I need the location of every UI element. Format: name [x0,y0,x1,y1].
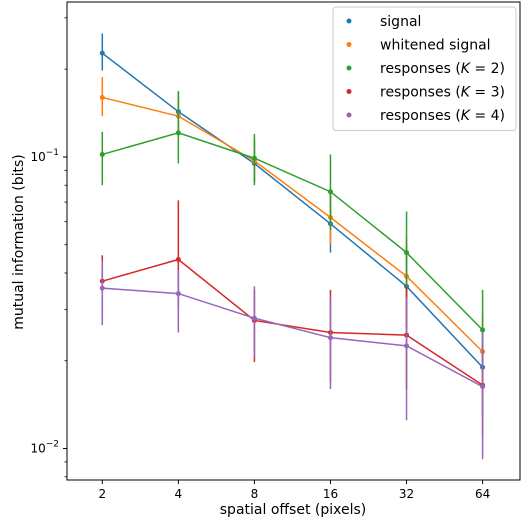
series-line [102,258,484,386]
x-tick-label: 8 [251,487,259,501]
data-point [480,327,486,333]
legend-label-part: responses ( [380,61,461,77]
y-tick-label: 10−2 [30,440,59,456]
legend-label-part: responses ( [380,85,461,101]
data-point [175,130,181,136]
data-point [327,189,333,195]
legend-label-part: = 3) [470,85,505,101]
legend-label-part: K [461,108,472,124]
y-tick-label: 10−1 [30,148,59,164]
y-tick-base: 10 [30,150,45,164]
data-point [99,94,105,100]
y-axis-label: mutual information (bits) [11,154,27,330]
data-point [404,343,410,349]
series-responses-k-4- [99,260,486,460]
legend-label-part: K [461,61,472,77]
x-tick-label: 64 [475,487,490,501]
legend-marker [346,42,352,47]
x-axis-label: spatial offset (pixels) [220,502,366,518]
legend-label: responses (K = 3) [380,85,505,101]
series-line [102,96,484,353]
data-point [480,384,486,390]
legend-label: whitened signal [380,38,491,54]
legend-label: responses (K = 4) [380,108,505,124]
x-tick-label: 2 [98,487,106,501]
legend-box [332,6,517,131]
y-axis: 10−210−1 [30,17,67,478]
x-tick-label: 16 [323,487,338,501]
series-responses-k-2- [99,91,486,375]
legend-label-part: = 2) [470,61,505,77]
series-line [101,52,484,368]
legend-marker [346,112,352,118]
legend-marker [346,65,352,71]
series-line [102,132,484,331]
legend-marker [346,89,352,94]
legend-label-part: responses ( [380,108,461,124]
series-line [102,287,483,388]
plot-frame [66,1,521,481]
data-point [251,315,257,321]
series-layer [99,33,486,460]
y-tick-exponent: −1 [46,148,59,158]
data-point [327,335,333,341]
legend-label-part: = 4) [470,108,505,124]
data-point [99,285,105,291]
series-responses-k-3- [99,200,486,437]
legend-label: signal [380,14,421,30]
x-tick-label: 4 [175,487,183,501]
legend-label-part: K [461,85,472,101]
legend-label-part: whitened signal [380,38,491,54]
data-point [175,291,181,297]
y-tick-base: 10 [30,442,45,456]
x-tick-label: 32 [399,487,414,501]
legend-label: responses (K = 2) [380,61,505,77]
data-point [251,155,257,161]
y-tick-exponent: −2 [46,440,59,450]
data-point [404,250,410,256]
data-point [99,50,105,56]
data-point [99,151,105,157]
data-point [175,256,181,262]
legend-marker [346,18,352,24]
legend-label-part: signal [380,14,421,30]
x-axis: 2 4 8 16 32 64 [98,480,490,501]
